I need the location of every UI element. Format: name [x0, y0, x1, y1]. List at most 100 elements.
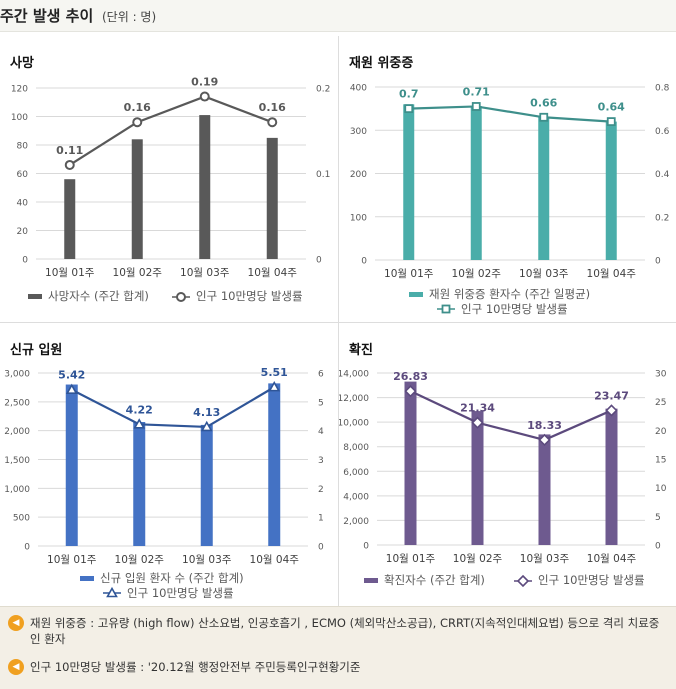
legend-bar-label: 신규 입원 환자 수 (주간 합계)	[100, 571, 244, 585]
left-axis-tick-label: 0	[24, 543, 30, 553]
left-axis-tick-label: 0	[22, 256, 28, 266]
left-axis-tick-label: 1,000	[4, 485, 30, 495]
left-axis-tick-label: 500	[13, 514, 30, 524]
x-axis-category-label: 10월 01주	[45, 267, 95, 279]
right-axis-tick-label: 5	[655, 513, 661, 523]
line-point-marker	[404, 104, 414, 114]
line-point-marker	[268, 380, 281, 392]
left-axis-tick-label: 100	[11, 113, 28, 123]
right-axis-tick-label: 0.2	[655, 213, 669, 223]
right-axis-tick-label: 25	[655, 398, 666, 408]
bar	[65, 384, 78, 546]
right-axis-tick-label: 0.6	[655, 127, 670, 137]
bar	[403, 104, 415, 260]
left-axis-tick-label: 10,000	[339, 419, 369, 429]
line-data-label: 18.33	[527, 419, 562, 432]
right-axis-tick-label: 0	[318, 543, 324, 553]
line-data-label: 5.42	[58, 369, 85, 382]
line-data-label: 26.83	[393, 370, 428, 383]
chart-critical: 0 100 200 300 400 0 0.2 0.4 0.6 0.8 10월 01주 10월 02주…	[350, 84, 670, 317]
line-point-marker	[605, 404, 618, 417]
note-rate-basis: ◀ 인구 10만명당 발생률 : '20.12월 행정안전부 주민등록인구현황기준	[8, 659, 660, 675]
x-axis-category-label: 10월 03주	[519, 268, 569, 280]
right-axis-tick-label: 0.8	[655, 84, 670, 94]
right-axis-tick-label: 0	[316, 256, 322, 266]
page-title: 주간 발생 추이	[0, 7, 94, 25]
legend-line-label: 인구 10만명당 발생률	[127, 586, 234, 600]
left-axis-tick-label: 1,500	[4, 456, 30, 466]
left-axis-tick-label: 6,000	[343, 468, 369, 478]
line-point-marker	[64, 159, 75, 170]
panel-deaths: 사망 0 20 40 60 80 100 120 0 0.1 0.2 10월 01주 10월 02주 1…	[0, 36, 338, 322]
right-axis-tick-label: 0.1	[316, 170, 330, 180]
left-axis-tick-label: 300	[350, 127, 367, 137]
x-axis-category-label: 10월 02주	[113, 267, 163, 279]
legend-bar-swatch	[409, 292, 423, 297]
right-axis-tick-label: 10	[655, 484, 667, 494]
bar	[538, 116, 550, 260]
x-axis-category-label: 10월 03주	[180, 267, 230, 279]
line-data-label: 0.16	[124, 101, 151, 114]
line-point-marker	[471, 416, 484, 429]
panel-title-confirmed: 확진	[349, 343, 373, 358]
right-axis-tick-label: 4	[318, 427, 324, 437]
rate-line	[408, 105, 612, 123]
left-axis-tick-label: 40	[17, 199, 29, 209]
line-data-label: 0.11	[56, 144, 83, 157]
line-point-marker	[199, 91, 210, 102]
legend-bar-label: 사망자수 (주간 합계)	[48, 289, 149, 303]
chart-deaths: 0 20 40 60 80 100 120 0 0.1 0.2 10월 01주 10월 02주 10월 …	[11, 76, 331, 303]
line-data-label: 0.16	[259, 101, 286, 114]
bar	[266, 137, 278, 259]
line-data-label: 0.19	[191, 76, 218, 89]
legend-bar-label: 재원 위중증 환자수 (주간 일평균)	[429, 287, 590, 301]
panel-admissions: 신규 입원 0 500 1,000 1,500 2,000 2,500 3,000 0 1 2 3 4…	[0, 323, 338, 605]
chart-confirmed: 0 2,000 4,000 6,000 8,000 10,000 12,000 14,000 0…	[339, 370, 667, 588]
line-data-label: 0.71	[463, 85, 490, 98]
line-point-marker	[267, 117, 278, 128]
note-text: 인구 10만명당 발생률 : '20.12월 행정안전부 주민등록인구현황기준	[30, 660, 361, 674]
speaker-icon: ◀	[8, 615, 24, 631]
bar	[471, 411, 484, 545]
left-axis-tick-label: 200	[350, 170, 367, 180]
legend-bar-swatch	[364, 578, 378, 583]
line-data-label: 21.34	[460, 402, 495, 415]
bar	[605, 408, 618, 545]
panel-title-admissions: 신규 입원	[10, 343, 63, 358]
right-axis-tick-label: 0	[655, 542, 661, 552]
rate-line	[410, 390, 612, 442]
left-axis-tick-label: 20	[17, 227, 29, 237]
legend-line-label: 인구 10만명당 발생률	[196, 289, 303, 303]
x-axis-category-label: 10월 02주	[453, 553, 503, 565]
left-axis-tick-label: 2,000	[4, 427, 30, 437]
x-axis-category-label: 10월 01주	[384, 268, 434, 280]
legend-line-label: 인구 10만명당 발생률	[461, 302, 568, 316]
legend-line-label: 인구 10만명당 발생률	[538, 573, 645, 587]
left-axis-tick-label: 100	[350, 213, 367, 223]
panel-title-critical: 재원 위중증	[349, 56, 414, 71]
legend-bar-swatch	[80, 576, 94, 581]
line-point-marker	[176, 292, 186, 302]
x-axis-category-label: 10월 01주	[386, 553, 436, 565]
notes-box: ◀ 재원 위중증 : 고유량 (high flow) 산소요법, 인공호흡기 , …	[0, 606, 676, 689]
right-axis-tick-label: 0	[655, 257, 661, 267]
line-data-label: 0.64	[598, 101, 625, 114]
right-axis-tick-label: 5	[318, 398, 324, 408]
right-axis-tick-label: 3	[318, 456, 324, 466]
x-axis-category-label: 10월 04주	[248, 267, 298, 279]
note-critical-definition: ◀ 재원 위중증 : 고유량 (high flow) 산소요법, 인공호흡기 , …	[8, 615, 660, 647]
line-point-marker	[441, 304, 451, 314]
line-point-marker	[133, 418, 146, 429]
rate-line	[71, 386, 275, 429]
bar	[404, 381, 417, 545]
right-axis-tick-label: 6	[318, 370, 324, 380]
line-data-label: 4.13	[193, 406, 220, 419]
legend-bar-swatch	[28, 294, 42, 299]
left-axis-tick-label: 3,000	[4, 370, 30, 380]
left-axis-tick-label: 2,500	[4, 398, 30, 408]
line-point-marker	[516, 574, 530, 588]
x-axis-category-label: 10월 01주	[47, 554, 97, 566]
right-axis-tick-label: 0.4	[655, 170, 670, 180]
unit-label: (단위 : 명)	[102, 10, 157, 24]
x-axis-category-label: 10월 04주	[587, 268, 637, 280]
